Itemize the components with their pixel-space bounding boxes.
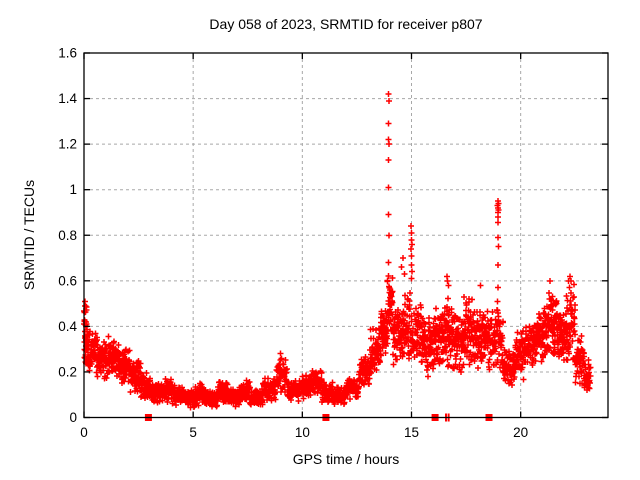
y-tick-label: 1 [69,182,77,197]
x-axis-label: GPS time / hours [292,451,400,467]
y-tick-label: 0.6 [58,273,77,288]
y-tick-label: 1.4 [58,91,77,106]
x-tick-label: 10 [295,425,310,440]
x-tick-label: 15 [404,425,419,440]
y-tick-label: 0.8 [58,228,77,243]
axis-tick-labels: 0 5 10 15 20 0 0.2 0.4 0.6 0.8 1 1.2 1.4 1.6 [58,46,528,441]
y-tick-label: 0.4 [58,319,77,334]
plot-border-and-ticks [83,52,609,419]
x-tick-label: 0 [80,425,88,440]
y-tick-label: 1.2 [58,137,77,152]
y-tick-label: 0.2 [58,364,77,379]
chart-title: Day 058 of 2023, SRMTID for receiver p80… [209,16,483,32]
x-tick-label: 5 [189,425,197,440]
y-tick-label: 1.6 [58,46,77,61]
y-tick-label: 0 [69,410,77,425]
x-tick-label: 20 [513,425,528,440]
